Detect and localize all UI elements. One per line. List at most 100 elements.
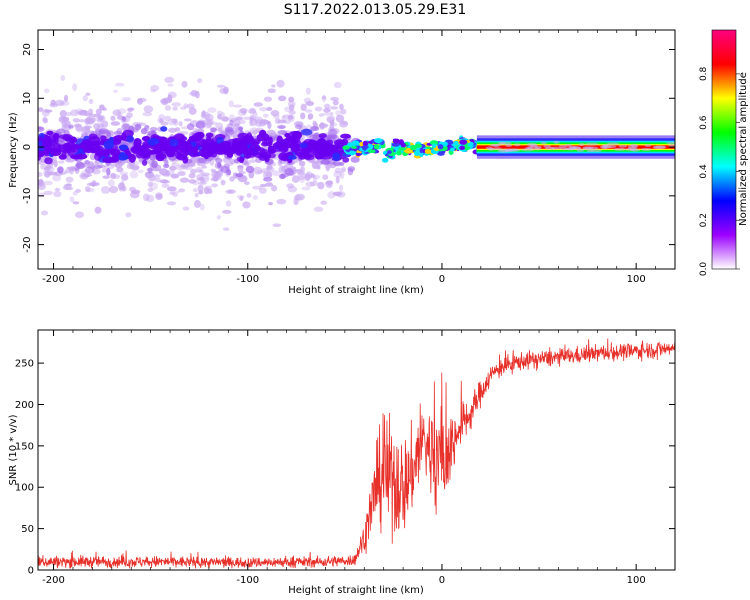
spectrogram-blob-faint xyxy=(239,108,248,114)
spectrogram-blob-dense xyxy=(206,152,213,158)
spectrogram-blob-faint xyxy=(154,174,161,178)
spectrogram-blob-dense xyxy=(38,152,42,161)
spectrogram-blob-faint xyxy=(272,223,282,228)
spectrogram-blob-dense xyxy=(205,132,214,138)
spectrogram-blob-faint xyxy=(182,206,190,211)
spectrogram-blob-faint xyxy=(45,164,52,169)
spectrogram-blob-mid xyxy=(121,123,130,132)
spectrogram-blob-dense xyxy=(308,146,319,151)
spectrogram-blob-dense xyxy=(100,135,107,142)
spectrogram-blob-faint xyxy=(113,174,121,179)
spectrogram-blob-faint xyxy=(166,186,177,192)
spectrogram-blob-faint xyxy=(188,172,196,179)
spectrogram-blob-faint xyxy=(59,100,70,106)
spectrogram-blob-transition xyxy=(432,143,437,149)
spectrogram-blob-faint xyxy=(137,169,144,174)
colorbar-tick-label: 0.6 xyxy=(699,115,709,130)
spectrogram-blob-faint xyxy=(329,106,339,110)
spectrogram-blob-line-halo xyxy=(644,143,652,147)
spectrogram-blob-mid xyxy=(98,128,109,135)
spectrogram-blob-faint xyxy=(40,163,47,170)
spectrogram-blob-faint xyxy=(197,184,204,192)
colorbar: 0.0 0.2 0.4 0.6 0.8 Normalized spectral ampl… xyxy=(699,29,749,276)
spectrogram-blob-faint xyxy=(198,190,204,195)
x-tick-label: 0 xyxy=(439,575,445,586)
spectrogram-blob-transition xyxy=(367,149,376,154)
spectrogram-blob-faint xyxy=(163,115,172,122)
spectrogram-blob-dense xyxy=(58,154,67,160)
spectrogram-blob-faint xyxy=(171,102,181,107)
spectrogram-blob-faint xyxy=(108,185,119,194)
spectrogram-blob-mid xyxy=(75,161,85,170)
spectrogram-blob-faint xyxy=(204,113,214,122)
spectrogram-blob-faint xyxy=(283,164,294,168)
x-tick-label: -100 xyxy=(236,575,259,586)
spectrogram-blob-dense xyxy=(118,144,129,151)
colorbar-tick-label: 0.8 xyxy=(699,66,709,81)
spectrogram-blob-faint xyxy=(211,170,222,179)
spectrogram-blob-faint xyxy=(333,170,342,178)
spectrogram-blob-faint xyxy=(132,160,140,167)
spectrogram-blob-line-halo xyxy=(578,143,585,147)
spectrogram-blob-faint xyxy=(164,105,172,111)
spectrogram-blob-faint xyxy=(238,119,246,125)
spectrogram-blob-faint xyxy=(99,104,105,111)
spectrogram-blob-line-halo xyxy=(497,141,506,145)
spectrogram-blob-faint xyxy=(314,106,323,112)
spectrogram-blob-mid xyxy=(195,121,206,129)
spectrogram-blob-dense xyxy=(291,130,303,140)
spectrogram-blob-faint xyxy=(216,215,222,220)
spectrogram-blob-transition xyxy=(386,150,392,155)
spectrogram-blob-faint xyxy=(172,193,178,197)
spectrogram-blob-faint xyxy=(324,103,331,110)
spectrogram-blob-faint xyxy=(304,109,313,113)
spectrogram-blob-faint xyxy=(72,83,78,92)
spectrogram-blob-faint xyxy=(318,123,329,128)
spectrogram-blob-faint xyxy=(121,97,132,102)
spectrogram-blob-faint xyxy=(318,113,324,117)
spectrogram-blob-faint xyxy=(194,192,199,198)
spectrogram-blob-mid xyxy=(164,159,169,167)
spectrogram-blob-faint xyxy=(58,160,65,164)
spectrogram-blob-transition xyxy=(380,144,386,149)
spectrogram-blob-faint xyxy=(145,171,155,179)
spectrogram-blob-dense xyxy=(284,132,291,138)
spectrogram-blob-faint xyxy=(335,176,340,184)
spectrogram-blob-faint xyxy=(287,186,298,193)
spectrogram-blob-faint xyxy=(95,108,102,116)
spectrogram-blob-faint xyxy=(110,121,121,126)
spectrogram-blob-transition xyxy=(437,152,445,156)
spectrogram-blob-line-halo xyxy=(570,146,581,150)
spectrogram-blob-faint xyxy=(316,165,321,170)
spectrogram-blob-faint xyxy=(144,124,150,129)
spectrogram-blob-faint xyxy=(54,187,61,192)
spectrogram-blob-faint xyxy=(190,89,198,97)
spectrogram-blob-faint xyxy=(43,190,53,196)
colorbar-strip xyxy=(711,29,737,270)
spectrogram-blob-faint xyxy=(276,198,287,205)
spectrogram-blob-dense xyxy=(132,146,138,152)
spectrogram-blob-dense xyxy=(195,138,206,143)
spectrogram-blob-transition xyxy=(374,138,383,144)
spectrogram-blob-dense xyxy=(70,154,80,159)
spectrogram-blob-mid xyxy=(38,126,45,132)
spectrogram-blob-dense xyxy=(141,159,148,166)
spectrogram-blob-faint xyxy=(74,123,83,132)
spectrogram-blob-faint xyxy=(38,171,43,177)
spectrogram-blob-mid xyxy=(215,157,223,164)
spectrogram-blob-dense xyxy=(77,148,84,154)
spectrogram-blob-transition xyxy=(463,145,471,151)
spectrogram-blob-faint xyxy=(79,172,89,180)
spectrogram-blob-faint xyxy=(65,112,72,117)
spectrogram-blob-faint xyxy=(288,115,294,120)
spectrogram-blob-dense xyxy=(126,135,135,143)
spectrogram-blob-faint xyxy=(226,123,237,127)
spectrogram-blob-mid xyxy=(134,123,142,131)
spectrogram-blob-mid xyxy=(84,166,95,174)
spectrogram-blob-faint xyxy=(253,166,263,175)
spectrogram-blob-faint xyxy=(183,103,189,109)
spectrogram-blob-mid xyxy=(332,161,341,166)
spectrogram-blob-faint xyxy=(253,102,263,107)
spectrogram-blob-faint xyxy=(78,119,85,123)
spectrogram-blob-line-halo xyxy=(627,144,639,148)
